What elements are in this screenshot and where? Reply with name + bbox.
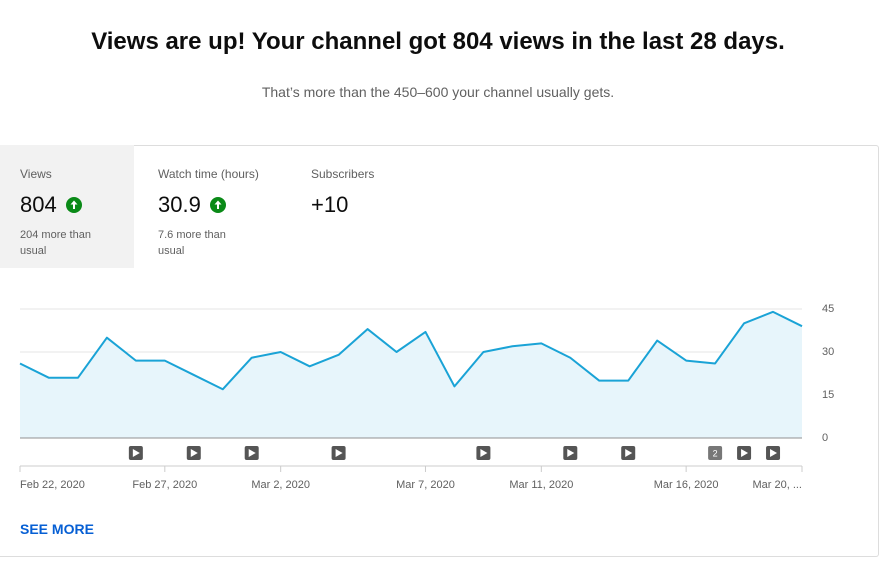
play-icon bbox=[741, 449, 749, 457]
subheadline: That’s more than the 450–600 your channe… bbox=[261, 84, 615, 100]
x-tick-label: Mar 7, 2020 bbox=[396, 479, 455, 491]
x-tick-label: Mar 20, ... bbox=[752, 479, 802, 491]
area-fill bbox=[20, 311, 802, 438]
x-tick-label: Mar 11, 2020 bbox=[509, 479, 573, 491]
trend-up-icon bbox=[65, 197, 82, 213]
trend-up-icon bbox=[209, 197, 226, 213]
metric-value: 30.9 bbox=[158, 192, 201, 217]
headline: Views are up! Your channel got 804 views… bbox=[91, 28, 785, 55]
play-icon bbox=[567, 449, 575, 457]
y-tick-label: 15 bbox=[822, 389, 834, 401]
metric-note: 7.6 more than usual bbox=[158, 229, 226, 257]
x-tick-label: Mar 2, 2020 bbox=[251, 479, 310, 491]
y-tick-label: 45 bbox=[822, 303, 834, 315]
y-tick-label: 30 bbox=[822, 346, 834, 358]
metric-value: +10 bbox=[311, 192, 349, 217]
video-marker bbox=[708, 446, 723, 460]
metric-value-row: +10 bbox=[311, 192, 441, 218]
play-icon bbox=[335, 449, 343, 457]
metric-tab[interactable]: Subscribers +10 bbox=[291, 145, 441, 268]
play-icon bbox=[132, 449, 140, 457]
metric-label: Subscribers bbox=[311, 167, 375, 181]
line bbox=[19, 310, 803, 391]
metric-label: Watch time (hours) bbox=[158, 167, 259, 181]
metric-value-row: 804 bbox=[20, 192, 134, 218]
metric-tab[interactable]: Views 804 204 more than usual bbox=[0, 145, 134, 268]
video-count: 2 bbox=[713, 448, 718, 458]
metric-value: 804 bbox=[20, 192, 57, 217]
x-tick-label: Feb 27, 2020 bbox=[132, 479, 197, 491]
play-icon bbox=[190, 449, 198, 457]
play-icon bbox=[248, 449, 256, 457]
play-icon bbox=[770, 449, 778, 457]
play-icon bbox=[625, 449, 633, 457]
metric-label: Views bbox=[20, 167, 52, 181]
y-tick-label: 0 bbox=[822, 432, 828, 444]
metric-note: 204 more than usual bbox=[20, 229, 91, 257]
card bbox=[0, 145, 879, 557]
x-tick-label: Feb 22, 2020 bbox=[20, 479, 85, 491]
x-tick-label: Mar 16, 2020 bbox=[654, 479, 719, 491]
metric-tab[interactable]: Watch time (hours) 30.9 7.6 more than usua… bbox=[138, 145, 288, 268]
see-more-link[interactable]: SEE MORE bbox=[20, 521, 94, 537]
metric-value-row: 30.9 bbox=[158, 192, 288, 218]
play-icon bbox=[480, 449, 488, 457]
